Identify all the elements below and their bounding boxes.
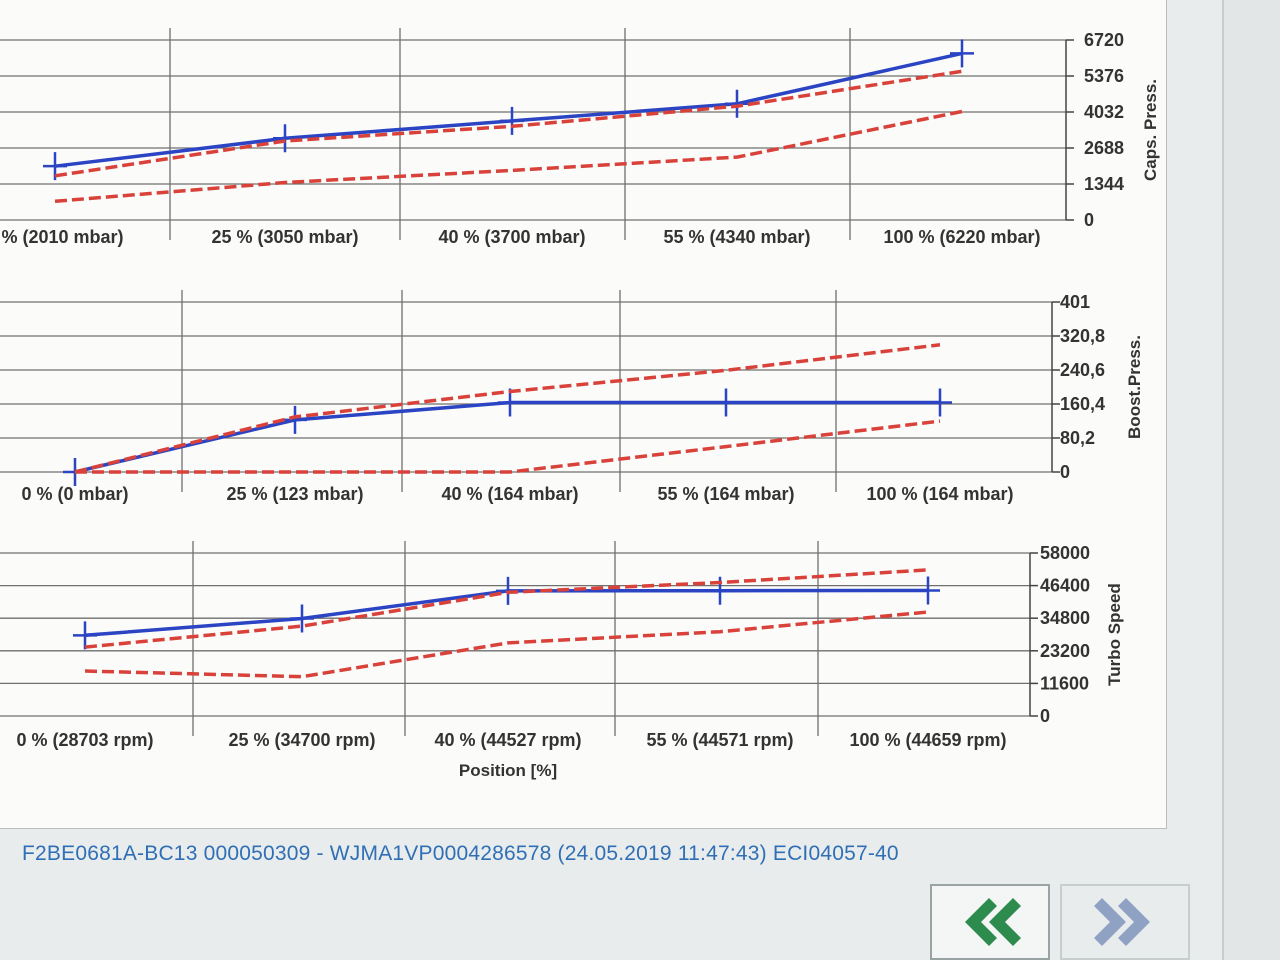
right-scroll-strip bbox=[1222, 0, 1280, 960]
category-label: 0 % (0 mbar) bbox=[21, 484, 128, 504]
y-tick-label: 23200 bbox=[1040, 641, 1090, 661]
y-tick-label: 80,2 bbox=[1060, 428, 1095, 448]
y-axis-title: Turbo Speed bbox=[1105, 583, 1124, 686]
data-point-marker bbox=[73, 621, 97, 650]
series-line-upper-limit bbox=[84, 568, 929, 649]
y-tick-label: 46400 bbox=[1040, 576, 1090, 596]
y-tick-label: 0 bbox=[1084, 210, 1094, 230]
y-tick-label: 4032 bbox=[1084, 102, 1124, 122]
series-line-upper-limit bbox=[54, 69, 963, 178]
data-point-marker bbox=[950, 39, 974, 68]
forward-button[interactable] bbox=[1060, 884, 1190, 960]
x-axis-title: Position [%] bbox=[459, 761, 557, 780]
category-label: 0 % (2010 mbar) bbox=[0, 227, 124, 247]
category-label: 55 % (4340 mbar) bbox=[663, 227, 810, 247]
y-axis-title: Caps. Press. bbox=[1141, 79, 1160, 181]
data-point-marker bbox=[283, 405, 307, 434]
back-button[interactable] bbox=[930, 884, 1050, 960]
data-point-marker bbox=[290, 604, 314, 633]
chart-3: 58000 46400 34800 23200 11600 0 0 % (28703 rpm… bbox=[0, 541, 1124, 780]
y-tick-label: 320,8 bbox=[1060, 326, 1105, 346]
chart-1: 6720 5376 4032 2688 1344 0 0 % (2010 mbar) 25 %… bbox=[0, 28, 1160, 247]
chart-2: 401 320,8 240,6 160,4 80,2 0 0 % (0 mbar) 25 % … bbox=[0, 290, 1144, 504]
series-line-lower-limit bbox=[54, 109, 963, 204]
y-tick-label: 240,6 bbox=[1060, 360, 1105, 380]
y-tick-label: 34800 bbox=[1040, 608, 1090, 628]
category-label: 100 % (44659 rpm) bbox=[849, 730, 1006, 750]
category-label: 100 % (164 mbar) bbox=[866, 484, 1013, 504]
vehicle-info-text: F2BE0681A-BC13 000050309 - WJMA1VP000428… bbox=[22, 842, 899, 865]
data-point-marker bbox=[725, 89, 749, 118]
category-label: 25 % (34700 rpm) bbox=[228, 730, 375, 750]
data-point-marker bbox=[928, 388, 952, 417]
category-label: 25 % (123 mbar) bbox=[226, 484, 363, 504]
series-line-upper-limit bbox=[74, 343, 941, 474]
series-line-measured bbox=[54, 51, 963, 168]
category-label: 0 % (28703 rpm) bbox=[16, 730, 153, 750]
y-tick-label: 0 bbox=[1060, 462, 1070, 482]
y-tick-label: 1344 bbox=[1084, 174, 1124, 194]
y-tick-label: 5376 bbox=[1084, 66, 1124, 86]
data-point-marker bbox=[500, 106, 524, 135]
data-point-marker bbox=[714, 388, 738, 417]
y-tick-label: 0 bbox=[1040, 706, 1050, 726]
y-tick-label: 401 bbox=[1060, 292, 1090, 312]
double-chevron-left-icon bbox=[965, 898, 1021, 946]
data-point-marker bbox=[916, 576, 940, 605]
category-label: 55 % (164 mbar) bbox=[657, 484, 794, 504]
series-line-measured bbox=[84, 588, 929, 638]
y-tick-label: 160,4 bbox=[1060, 394, 1105, 414]
category-label: 25 % (3050 mbar) bbox=[211, 227, 358, 247]
y-tick-label: 6720 bbox=[1084, 30, 1124, 50]
category-label: 55 % (44571 rpm) bbox=[646, 730, 793, 750]
category-label: 100 % (6220 mbar) bbox=[883, 227, 1040, 247]
charts-area: 6720 5376 4032 2688 1344 0 0 % (2010 mbar) 25 %… bbox=[0, 28, 1160, 780]
series-line-lower-limit bbox=[84, 610, 929, 679]
data-point-marker bbox=[273, 124, 297, 153]
series-line-lower-limit bbox=[75, 419, 941, 474]
y-tick-label: 2688 bbox=[1084, 138, 1124, 158]
category-label: 40 % (3700 mbar) bbox=[438, 227, 585, 247]
y-tick-label: 11600 bbox=[1040, 673, 1089, 693]
y-tick-label: 58000 bbox=[1040, 543, 1090, 563]
y-axis-title: Boost.Press. bbox=[1125, 335, 1144, 439]
category-label: 40 % (164 mbar) bbox=[441, 484, 578, 504]
double-chevron-right-icon bbox=[1094, 898, 1150, 946]
category-label: 40 % (44527 rpm) bbox=[434, 730, 581, 750]
chart-panel: 6720 5376 4032 2688 1344 0 0 % (2010 mbar) 25 %… bbox=[0, 0, 1167, 829]
